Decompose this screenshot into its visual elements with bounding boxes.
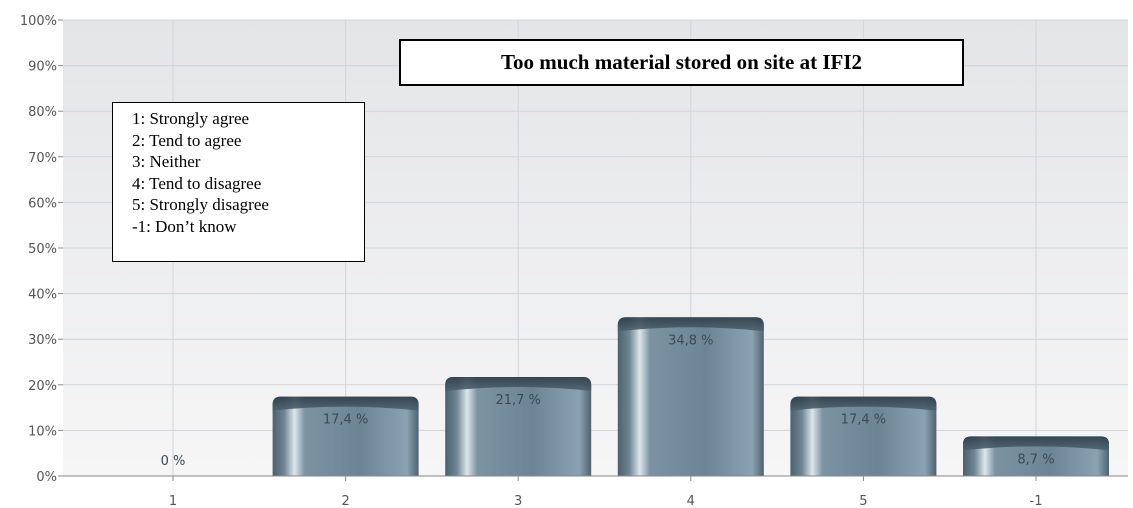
y-axis-labels: 0% 10% 20% 30% 40% 50% 60% 70% 80% 90% 100%	[20, 14, 63, 485]
x-axis-labels: 1 2 3 4 5 -1	[169, 476, 1043, 508]
y-tick-label: 30%	[28, 333, 57, 348]
bar-cap	[790, 396, 937, 411]
bar	[445, 377, 592, 476]
bar	[617, 317, 764, 476]
bar	[790, 396, 937, 476]
x-tick-label: 3	[514, 494, 522, 508]
bar-value-label: 17,4 %	[323, 413, 368, 428]
bar-body	[272, 396, 419, 476]
x-tick-label: -1	[1030, 494, 1043, 508]
bar-body	[790, 396, 937, 476]
bar-cap	[272, 396, 419, 411]
y-tick-label: 90%	[28, 60, 57, 75]
bar-body	[445, 377, 592, 476]
bar-value-label: 34,8 %	[668, 333, 713, 348]
y-tick-label: 50%	[28, 242, 57, 257]
bar-cap	[617, 317, 764, 332]
bar-value-label: 17,4 %	[841, 413, 886, 428]
y-tick-label: 70%	[28, 151, 57, 166]
legend-item: -1: Don’t know	[132, 216, 237, 236]
legend: 1: Strongly agree 2: Tend to agree 3: Ne…	[112, 102, 365, 262]
bar-cap	[963, 436, 1109, 451]
x-tick-label: 4	[687, 494, 695, 508]
bar	[963, 436, 1109, 476]
y-tick-label: 20%	[28, 379, 57, 394]
legend-item: 1: Strongly agree	[132, 109, 250, 128]
y-tick-label: 80%	[28, 105, 57, 120]
bar-cap	[445, 377, 592, 392]
bar-value-label: 21,7 %	[495, 393, 540, 408]
chart-title: Too much material stored on site at IFI2	[399, 39, 964, 86]
bar-value-label: 0 %	[161, 454, 186, 469]
legend-item: 2: Tend to agree	[132, 130, 242, 150]
legend-item: 5: Strongly disagree	[132, 195, 269, 214]
y-tick-label: 40%	[28, 288, 57, 303]
bar	[272, 396, 419, 476]
chart-title-text: Too much material stored on site at IFI2	[500, 50, 863, 74]
y-tick-label: 10%	[28, 424, 57, 439]
legend-item: 3: Neither	[132, 152, 201, 171]
y-tick-label: 100%	[20, 14, 57, 29]
legend-item: 4: Tend to disagree	[132, 173, 262, 193]
x-tick-label: 1	[169, 494, 177, 508]
x-tick-label: 5	[859, 494, 867, 508]
bar-value-label: 8,7 %	[1017, 452, 1054, 467]
y-tick-label: 60%	[28, 196, 57, 211]
bar-body	[617, 317, 764, 476]
x-tick-label: 2	[341, 494, 349, 508]
bars: 0 % 17,4 % 21,7 % 34,8 % 17,4 % 8,7 %	[161, 317, 1109, 476]
y-tick-label: 0%	[36, 470, 57, 485]
